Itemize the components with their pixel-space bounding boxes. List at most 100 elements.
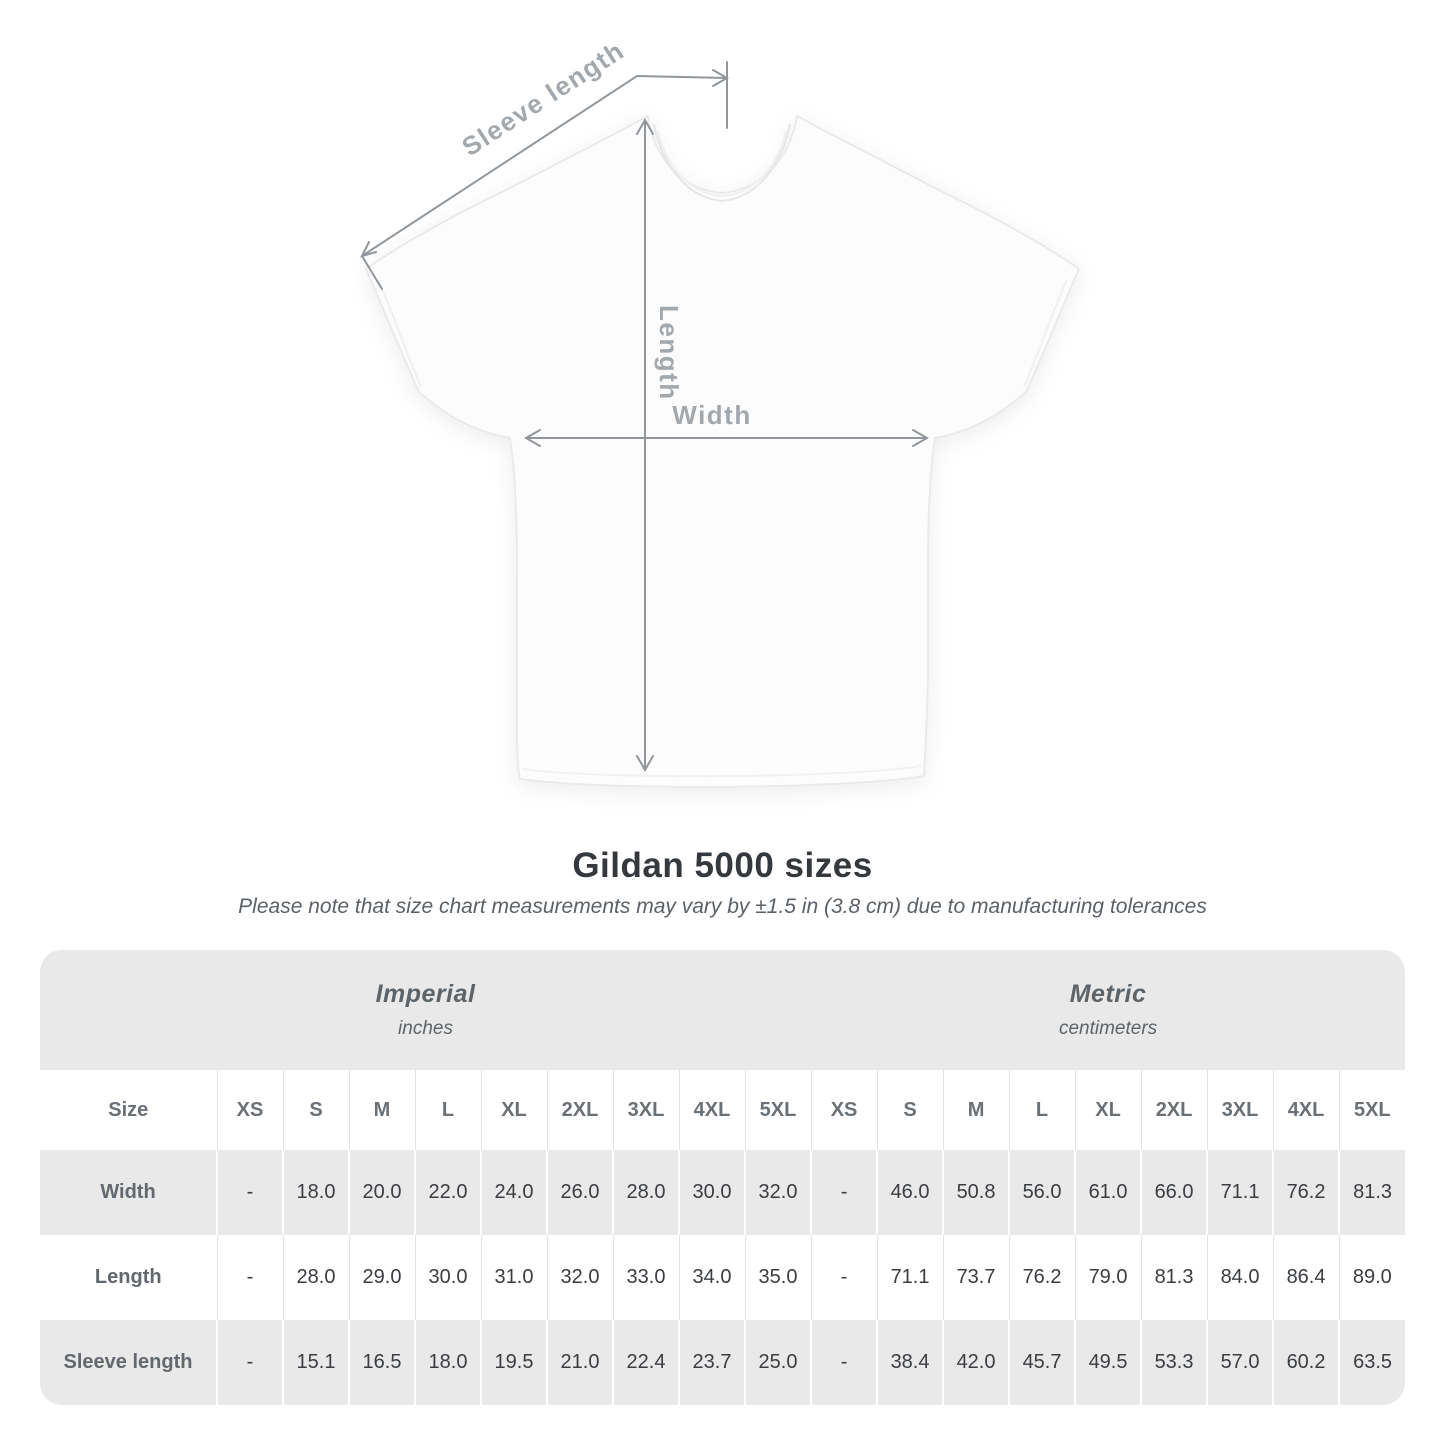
metric-unit: centimeters — [1058, 1018, 1158, 1039]
size-header-cell: S — [876, 1070, 944, 1150]
length-label: Length — [654, 305, 684, 401]
value-cell: 49.5 — [1074, 1320, 1142, 1405]
measurement-row: Width -18.0 20.0 22.0 24.0 26.0 28.0 30.0 32.0-4… — [40, 1150, 1405, 1235]
value-cell: 81.3 — [1338, 1150, 1405, 1235]
value-cell: 53.3 — [1140, 1320, 1208, 1405]
imperial-group-label: Imperial — [375, 980, 476, 1008]
size-header-row: Size XS S M L XL 2XL 3XL 4XL 5XL XS S M L XL 2XL 3XL 4XL… — [40, 1070, 1405, 1150]
value-cell: 73.7 — [942, 1235, 1010, 1320]
value-cell: 84.0 — [1206, 1235, 1274, 1320]
size-header-cell: 5XL — [744, 1070, 812, 1150]
value-cell: 86.4 — [1272, 1235, 1340, 1320]
value-cell: 30.0 — [678, 1150, 745, 1235]
value-cell: 31.0 — [480, 1235, 547, 1320]
size-header-cell: L — [1008, 1070, 1076, 1150]
value-cell: 50.8 — [942, 1150, 1010, 1235]
size-header-cell: 3XL — [612, 1070, 679, 1150]
tshirt-diagram: Sleeve length Length Width — [360, 35, 1080, 788]
size-header-cell: XS — [216, 1070, 283, 1150]
value-cell: 24.0 — [480, 1150, 547, 1235]
metric-group-label: Metric — [1069, 980, 1147, 1008]
value-cell: 28.0 — [282, 1235, 349, 1320]
value-cell: 20.0 — [348, 1150, 415, 1235]
size-header-cell: 5XL — [1338, 1070, 1405, 1150]
size-header-cell: 4XL — [678, 1070, 745, 1150]
size-header-cell: S — [282, 1070, 349, 1150]
size-header-cell: XL — [1074, 1070, 1142, 1150]
size-header-cell: XL — [480, 1070, 547, 1150]
value-cell: 23.7 — [678, 1320, 745, 1405]
page-title: Gildan 5000 sizes — [572, 846, 873, 885]
value-cell: 61.0 — [1074, 1150, 1142, 1235]
size-header-cell: 2XL — [546, 1070, 613, 1150]
size-header-cell: 3XL — [1206, 1070, 1274, 1150]
value-cell: 21.0 — [546, 1320, 613, 1405]
value-cell: 76.2 — [1272, 1150, 1340, 1235]
value-cell: 19.5 — [480, 1320, 547, 1405]
value-cell: 79.0 — [1074, 1235, 1142, 1320]
size-header-cell: M — [348, 1070, 415, 1150]
value-cell: 16.5 — [348, 1320, 415, 1405]
metric-group-header: Metric centimeters — [811, 950, 1405, 1070]
page-subtitle: Please note that size chart measurements… — [238, 895, 1207, 918]
value-cell: - — [216, 1320, 283, 1405]
value-cell: 42.0 — [942, 1320, 1010, 1405]
length-arrow — [636, 117, 654, 773]
size-header-cell: 4XL — [1272, 1070, 1340, 1150]
width-label: Width — [672, 400, 751, 430]
value-cell: 28.0 — [612, 1150, 679, 1235]
value-cell: 18.0 — [414, 1320, 481, 1405]
value-cell: 29.0 — [348, 1235, 415, 1320]
row-label: Sleeve length — [40, 1320, 217, 1405]
imperial-group-header: Imperial inches — [40, 950, 812, 1070]
title-block: Gildan 5000 sizes Please note that size … — [0, 846, 1445, 919]
value-cell: 89.0 — [1338, 1235, 1405, 1320]
size-header-cell: 2XL — [1140, 1070, 1208, 1150]
value-cell: 71.1 — [876, 1235, 944, 1320]
value-cell: 32.0 — [546, 1235, 613, 1320]
value-cell: 46.0 — [876, 1150, 944, 1235]
value-cell: 22.4 — [612, 1320, 679, 1405]
value-cell: 32.0 — [743, 1150, 812, 1235]
value-cell: 60.2 — [1272, 1320, 1340, 1405]
value-cell: 15.1 — [282, 1320, 349, 1405]
value-cell: 56.0 — [1008, 1150, 1076, 1235]
value-cell: 22.0 — [414, 1150, 481, 1235]
value-cell: 25.0 — [743, 1320, 812, 1405]
size-header-cell: L — [414, 1070, 481, 1150]
value-cell: - — [810, 1235, 878, 1320]
value-cell: - — [216, 1235, 283, 1320]
value-cell: 81.3 — [1140, 1235, 1208, 1320]
size-table-container: Imperial inches Metric centimeters Size … — [40, 950, 1405, 1405]
value-cell: - — [216, 1150, 283, 1235]
measurement-row: Sleeve length -15.1 16.5 18.0 19.5 21.0 22.4 23… — [40, 1320, 1405, 1405]
value-cell: 76.2 — [1008, 1235, 1076, 1320]
width-arrow — [523, 429, 930, 447]
size-header-cell: XS — [810, 1070, 878, 1150]
value-cell: - — [810, 1150, 878, 1235]
row-label: Width — [40, 1150, 217, 1235]
tshirt-graphic: Sleeve length Length Width — [360, 35, 1080, 788]
value-cell: 63.5 — [1338, 1320, 1405, 1405]
size-col-header: Size — [40, 1070, 217, 1150]
value-cell: 33.0 — [612, 1235, 679, 1320]
imperial-unit: inches — [398, 1018, 453, 1039]
tshirt-shape — [365, 115, 1080, 788]
value-cell: 71.1 — [1206, 1150, 1274, 1235]
measurement-row: Length -28.0 29.0 30.0 31.0 32.0 33.0 34.0 35.0-… — [40, 1235, 1405, 1320]
value-cell: - — [810, 1320, 878, 1405]
size-header-cell: M — [942, 1070, 1010, 1150]
value-cell: 38.4 — [876, 1320, 944, 1405]
value-cell: 26.0 — [546, 1150, 613, 1235]
value-cell: 30.0 — [414, 1235, 481, 1320]
value-cell: 34.0 — [678, 1235, 745, 1320]
value-cell: 57.0 — [1206, 1320, 1274, 1405]
value-cell: 35.0 — [744, 1235, 812, 1320]
row-label: Length — [40, 1235, 217, 1320]
unit-group-row: Imperial inches Metric centimeters — [40, 950, 1405, 1070]
value-cell: 66.0 — [1140, 1150, 1208, 1235]
value-cell: 45.7 — [1008, 1320, 1076, 1405]
size-table: Imperial inches Metric centimeters Size … — [40, 950, 1405, 1405]
value-cell: 18.0 — [282, 1150, 349, 1235]
